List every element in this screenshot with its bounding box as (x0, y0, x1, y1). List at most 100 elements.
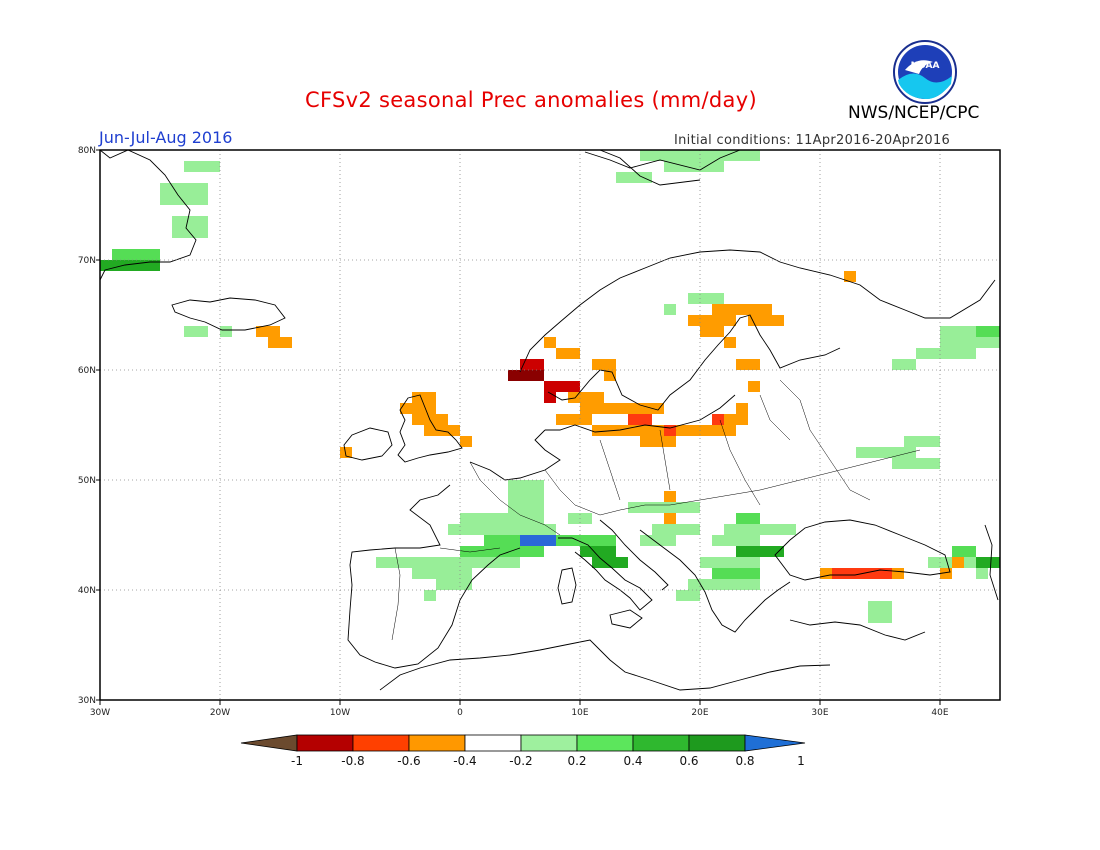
anomaly-cell (412, 392, 436, 403)
colorbar-swatch (296, 734, 354, 752)
y-tick-label: 30N (78, 696, 96, 706)
anomaly-cell (544, 337, 556, 348)
anomaly-cell (376, 557, 520, 568)
anomaly-cell (592, 557, 628, 568)
coast-scandinavia (519, 249, 996, 373)
anomaly-cell (820, 568, 832, 579)
coast-iceland (171, 297, 286, 331)
anomaly-cell (724, 579, 760, 590)
coast-svalbard (584, 149, 741, 186)
map-frame (99, 149, 1001, 701)
anomaly-cell (592, 359, 616, 370)
coast-ireland (343, 427, 393, 461)
anomaly-cells (100, 150, 1000, 623)
anomaly-cell (952, 546, 976, 557)
anomaly-cell (736, 513, 760, 524)
colorbar-arrow-high (744, 734, 806, 752)
colorbar-swatch (352, 734, 410, 752)
anomaly-cell (976, 326, 1000, 337)
anomaly-cell (664, 513, 676, 524)
anomaly-cell (460, 513, 544, 524)
anomaly-cell (604, 370, 616, 381)
agency-label: NWS/NCEP/CPC (848, 103, 980, 123)
anomaly-cell (616, 172, 652, 183)
anomaly-cell (904, 436, 940, 447)
colorbar-label: -1 (291, 754, 303, 768)
anomaly-cell (628, 502, 700, 513)
y-tick-label: 70N (78, 256, 96, 266)
logo-text: NOAA (911, 61, 940, 71)
coast-continent-west (469, 429, 561, 481)
country-borders (391, 379, 921, 641)
anomaly-cell (976, 557, 1000, 568)
anomaly-cell (184, 161, 220, 172)
anomaly-cell (664, 491, 676, 502)
anomaly-cell (676, 590, 700, 601)
anomaly-cell (688, 293, 724, 304)
anomaly-cell (460, 436, 472, 447)
colorbar-label: 0.4 (623, 754, 642, 768)
coastlines (99, 149, 999, 691)
anomaly-cell (916, 348, 976, 359)
anomaly-cell (712, 304, 772, 315)
anomaly-cell (532, 370, 544, 381)
anomaly-cell (184, 326, 208, 337)
coast-sardinia (557, 567, 577, 605)
colorbar-swatch (632, 734, 690, 752)
border-5 (759, 379, 871, 501)
anomaly-cell (892, 568, 904, 579)
coast-turkey (789, 619, 926, 641)
colorbar-swatch (688, 734, 746, 752)
x-tick-label: 0 (457, 708, 463, 718)
anomaly-cell (748, 381, 760, 392)
colorbar-arrow-low (240, 734, 298, 752)
anomaly-cell (424, 425, 460, 436)
anomaly-cell (556, 414, 592, 425)
coast-continent-north (545, 394, 736, 433)
anomaly-cell (556, 348, 580, 359)
anomaly-cell (628, 403, 664, 414)
colorbar-label: 0.2 (567, 754, 586, 768)
anomaly-cell (868, 601, 892, 623)
anomaly-cell (664, 304, 676, 315)
anomaly-cell (460, 546, 544, 557)
colorbar-swatch (464, 734, 522, 752)
colorbar-label: -0.6 (397, 754, 420, 768)
colorbar-label: -0.2 (509, 754, 532, 768)
coast-greenland (99, 149, 197, 281)
anomaly-cell (628, 414, 652, 425)
anomaly-cell (544, 381, 568, 392)
colorbar-label: -0.8 (341, 754, 364, 768)
anomaly-cell (640, 535, 676, 546)
colorbar-swatch (520, 734, 578, 752)
border-2 (544, 449, 921, 516)
anomaly-cell (508, 480, 544, 513)
anomaly-cell (700, 326, 724, 337)
colorbar-label: 0.8 (735, 754, 754, 768)
x-tick-label: 30W (90, 708, 110, 718)
anomaly-cell (400, 403, 436, 414)
anomaly-cell (508, 370, 532, 381)
anomaly-cell (748, 315, 784, 326)
anomaly-cell (712, 414, 724, 425)
anomaly-cell (568, 535, 616, 546)
colorbar-label: 0.6 (679, 754, 698, 768)
colorbar-swatch (576, 734, 634, 752)
anomaly-cell (724, 414, 748, 425)
anomaly-cell (520, 535, 556, 546)
anomaly-cell (568, 381, 580, 392)
anomaly-cell (640, 150, 760, 161)
colorbar-swatch (408, 734, 466, 752)
coast-iberia (347, 484, 521, 669)
x-tick-label: 40E (931, 708, 948, 718)
anomaly-cell (892, 458, 940, 469)
coast-black-sea (774, 519, 951, 581)
anomaly-cell (856, 447, 916, 458)
x-tick-label: 20W (210, 708, 230, 718)
y-tick-label: 80N (78, 146, 96, 156)
colorbar-label: -0.4 (453, 754, 476, 768)
anomaly-cell (160, 183, 208, 205)
anomaly-cell (976, 568, 988, 579)
anomaly-cell (112, 249, 160, 260)
coast-sweden-finland (547, 314, 841, 411)
